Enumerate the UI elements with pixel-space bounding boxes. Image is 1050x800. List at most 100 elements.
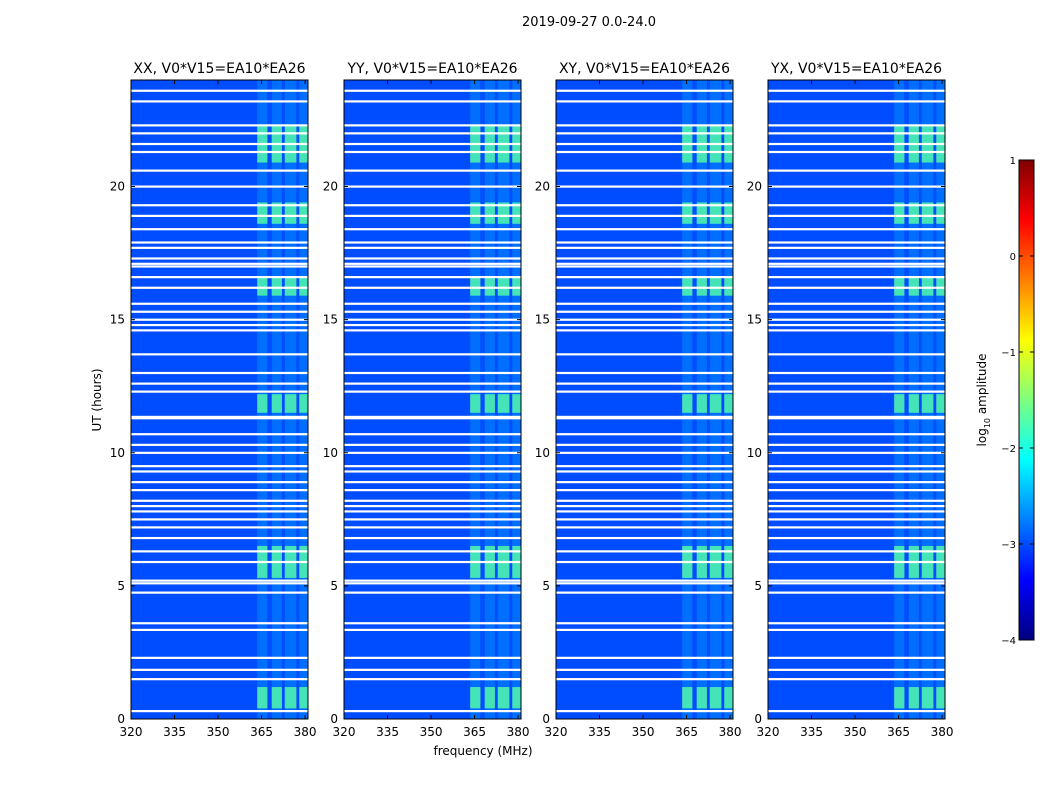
colorbar-ticks: 1 0 −1 −2 −3 −4 — [1001, 156, 1034, 647]
flagged-row — [131, 582, 308, 585]
flagged-row — [131, 329, 308, 332]
flagged-row — [556, 246, 733, 249]
flagged-row — [131, 443, 308, 446]
flagged-row — [768, 89, 945, 92]
rfi-cell — [497, 277, 510, 296]
flagged-row — [768, 390, 945, 393]
flagged-row — [556, 132, 733, 135]
flagged-row — [768, 257, 945, 260]
flagged-row — [556, 536, 733, 540]
y-tick-label: 10 — [535, 446, 550, 460]
flagged-row — [768, 579, 945, 582]
flagged-row — [131, 228, 308, 231]
y-tick-label: 10 — [747, 446, 762, 460]
flagged-row — [131, 433, 308, 436]
flagged-row — [556, 323, 733, 327]
flagged-row — [131, 390, 308, 393]
rfi-cell — [709, 277, 722, 296]
flagged-row — [131, 286, 308, 289]
flagged-row — [344, 417, 521, 420]
flagged-row — [131, 550, 308, 553]
rfi-band-stripe — [709, 80, 722, 719]
rfi-cell — [908, 202, 919, 224]
rfi-cell — [921, 394, 934, 413]
x-tick-label: 350 — [632, 725, 655, 739]
flagged-row — [768, 417, 945, 420]
rfi-cell — [470, 394, 481, 413]
flagged-row — [131, 481, 308, 484]
rfi-band-stripe — [470, 80, 481, 719]
flagged-row — [768, 465, 945, 468]
flagged-row — [344, 710, 521, 713]
rfi-band-stripe — [484, 80, 495, 719]
flagged-row — [344, 286, 521, 289]
y-tick-label: 5 — [117, 579, 125, 593]
rfi-cell — [894, 277, 905, 296]
flagged-row — [131, 470, 308, 473]
rfi-cell — [724, 394, 733, 413]
flagged-row — [344, 265, 521, 268]
flagged-row — [344, 132, 521, 135]
flagged-row — [768, 382, 945, 385]
rfi-band-stripe — [299, 80, 308, 719]
panels-group: XX, V0*V15=EA10*EA26 320 335 350 365 380 0 5 10 1… — [110, 61, 954, 739]
flagged-row — [131, 89, 308, 92]
colorbar-tick-label: −1 — [1001, 348, 1016, 359]
x-tick-label: 335 — [588, 725, 611, 739]
flagged-row — [344, 89, 521, 92]
rfi-cell — [284, 277, 297, 296]
rfi-band-stripe — [512, 80, 521, 719]
flagged-row — [768, 536, 945, 540]
y-tick-label: 5 — [542, 579, 550, 593]
flagged-row — [768, 276, 945, 279]
flagged-row — [768, 318, 945, 321]
y-tick-label: 15 — [535, 313, 550, 327]
flagged-row — [768, 489, 945, 492]
flagged-row — [768, 353, 945, 356]
flagged-row — [556, 318, 733, 321]
flagged-row — [556, 481, 733, 484]
flagged-row — [556, 100, 733, 103]
flagged-row — [556, 286, 733, 289]
rfi-cell — [484, 687, 495, 709]
flagged-row — [556, 499, 733, 502]
flagged-row — [344, 560, 521, 564]
flagged-row — [344, 382, 521, 385]
flagged-row — [131, 276, 308, 279]
flagged-row — [131, 169, 308, 172]
flagged-row — [344, 550, 521, 553]
flagged-row — [344, 505, 521, 508]
rfi-cell — [908, 277, 919, 296]
flagged-row — [556, 415, 733, 419]
flagged-row — [556, 579, 733, 582]
flagged-row — [131, 499, 308, 502]
rfi-cell — [724, 687, 733, 709]
rfi-cell — [299, 277, 308, 296]
flagged-row — [768, 510, 945, 513]
flagged-row — [131, 371, 308, 375]
colorbar-label: log10 amplitude — [975, 354, 992, 447]
flagged-row — [344, 628, 521, 632]
y-tick-label: 0 — [330, 712, 338, 726]
x-tick-label: 335 — [376, 725, 399, 739]
flagged-row — [131, 257, 308, 260]
flagged-row — [344, 262, 521, 265]
panel-0: XX, V0*V15=EA10*EA26 320 335 350 365 380 0 5 10 1… — [110, 61, 317, 739]
rfi-band-stripe — [894, 80, 905, 719]
flagged-row — [131, 185, 308, 188]
flagged-row — [344, 465, 521, 468]
flagged-row — [768, 185, 945, 188]
rfi-band-stripe — [908, 80, 919, 719]
flagged-row — [344, 390, 521, 393]
flagged-row — [131, 318, 308, 321]
y-tick-label: 10 — [110, 446, 125, 460]
flagged-row — [768, 241, 945, 244]
panel-1: YY, V0*V15=EA10*EA26 320 335 350 365 380 0 5 10 1… — [323, 61, 530, 739]
x-tick-label: 350 — [420, 725, 443, 739]
rfi-band-stripe — [284, 80, 297, 719]
flagged-row — [556, 710, 733, 713]
flagged-row — [768, 481, 945, 484]
rfi-cell — [271, 277, 282, 296]
flagged-row — [131, 560, 308, 564]
flagged-row — [768, 204, 945, 207]
